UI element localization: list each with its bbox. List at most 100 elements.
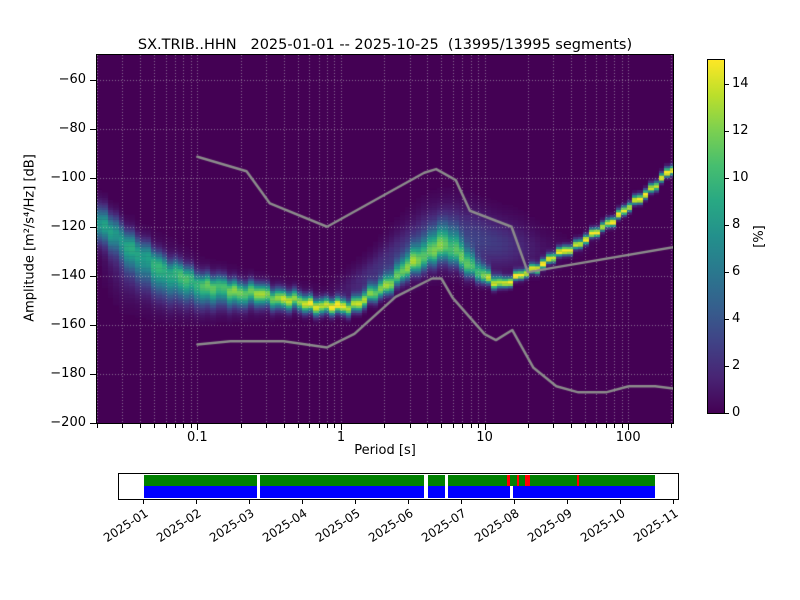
x-minor-tick	[478, 424, 480, 428]
coverage-red-mark	[525, 475, 530, 486]
x-minor-tick	[470, 424, 472, 428]
x-minor-tick	[596, 424, 598, 428]
timeline-tick	[195, 500, 197, 504]
colorbar-tick	[725, 177, 729, 179]
y-tick-label: −140	[50, 267, 86, 283]
colorbar-tick	[725, 83, 729, 85]
x-minor-tick	[265, 424, 267, 428]
x-minor-tick	[384, 424, 386, 428]
timeline-tick	[673, 500, 675, 504]
y-tick	[90, 128, 96, 130]
y-tick	[90, 423, 96, 424]
coverage-blue-gap	[510, 486, 513, 498]
x-major-tick	[197, 424, 199, 430]
x-minor-tick	[122, 424, 124, 428]
colorbar-tick-label: 8	[732, 216, 741, 232]
x-major-tick	[340, 424, 342, 430]
colorbar-tick-label: 4	[732, 310, 741, 326]
coverage-blue-bar	[143, 486, 656, 498]
x-minor-tick	[175, 424, 177, 428]
y-tick-label: −180	[50, 365, 86, 381]
x-tick-label: 100	[615, 430, 641, 445]
timeline-tick	[514, 500, 516, 504]
timeline-month-label: 2025-11	[631, 506, 681, 546]
x-minor-tick	[441, 424, 443, 428]
coverage-gap	[445, 474, 449, 499]
x-minor-tick	[527, 424, 529, 428]
timeline-tick	[408, 500, 410, 504]
x-minor-tick	[183, 424, 185, 428]
x-minor-tick	[140, 424, 142, 428]
x-minor-tick	[671, 424, 673, 428]
y-tick	[90, 373, 96, 375]
y-tick-label: −200	[50, 415, 86, 430]
x-major-tick	[628, 424, 630, 430]
x-minor-tick	[584, 424, 586, 428]
x-minor-tick	[154, 424, 156, 428]
ppsd-heatmap-canvas	[97, 55, 673, 423]
timeline-tick	[249, 500, 251, 504]
colorbar-tick	[725, 318, 729, 320]
timeline-axes	[118, 473, 679, 500]
x-axis-label: Period [s]	[354, 443, 416, 458]
coverage-gap	[423, 474, 428, 499]
x-minor-tick	[309, 424, 311, 428]
timeline-tick	[567, 500, 569, 504]
x-minor-tick	[621, 424, 623, 428]
x-minor-tick	[190, 424, 192, 428]
colorbar-tick-label: 2	[732, 357, 741, 373]
x-minor-tick	[240, 424, 242, 428]
y-tick-label: −120	[50, 218, 86, 234]
y-tick	[90, 177, 96, 179]
y-tick-label: −60	[58, 71, 86, 87]
colorbar-tick	[725, 413, 729, 414]
x-minor-tick	[165, 424, 167, 428]
x-minor-tick	[427, 424, 429, 428]
colorbar-tick-label: 0	[732, 405, 741, 420]
y-tick-label: −80	[58, 120, 86, 136]
x-minor-tick	[571, 424, 573, 428]
x-minor-tick	[452, 424, 454, 428]
x-minor-tick	[462, 424, 464, 428]
y-tick	[90, 324, 96, 326]
x-minor-tick	[334, 424, 336, 428]
y-tick-label: −160	[50, 316, 86, 332]
x-major-tick	[484, 424, 486, 430]
x-minor-tick	[553, 424, 555, 428]
colorbar-tick	[725, 271, 729, 273]
y-tick	[90, 275, 96, 277]
x-minor-tick	[409, 424, 411, 428]
x-tick-label: 10	[476, 430, 493, 445]
timeline-tick	[142, 500, 144, 504]
ppsd-axes	[96, 54, 674, 424]
plot-title: SX.TRIB..HHN 2025-01-01 -- 2025-10-25 (1…	[137, 37, 633, 53]
x-minor-tick	[283, 424, 285, 428]
colorbar-label: [%]	[751, 225, 767, 248]
x-tick-label: 1	[336, 430, 346, 445]
colorbar-tick	[725, 365, 729, 367]
coverage-green-bar	[143, 475, 656, 486]
colorbar-tick-label: 6	[732, 263, 741, 279]
timeline-tick	[355, 500, 356, 504]
y-tick	[90, 226, 96, 228]
x-minor-tick	[297, 424, 299, 428]
x-minor-tick	[614, 424, 616, 428]
coverage-red-mark	[517, 475, 519, 486]
y-tick-label: −100	[50, 169, 86, 185]
x-minor-tick	[318, 424, 320, 428]
colorbar-tick-label: 14	[732, 75, 749, 91]
colorbar-tick	[725, 130, 729, 132]
coverage-gap	[257, 474, 261, 499]
y-tick	[90, 79, 96, 81]
colorbar-tick-label: 12	[732, 122, 749, 138]
colorbar-tick	[725, 224, 729, 226]
colorbar	[707, 59, 725, 414]
timeline-tick	[461, 500, 463, 504]
x-tick-label: 0.1	[187, 430, 208, 445]
timeline-tick	[302, 500, 304, 504]
x-minor-tick	[327, 424, 329, 428]
x-minor-tick	[97, 424, 98, 428]
x-minor-tick	[605, 424, 607, 428]
coverage-red-mark	[506, 475, 510, 486]
